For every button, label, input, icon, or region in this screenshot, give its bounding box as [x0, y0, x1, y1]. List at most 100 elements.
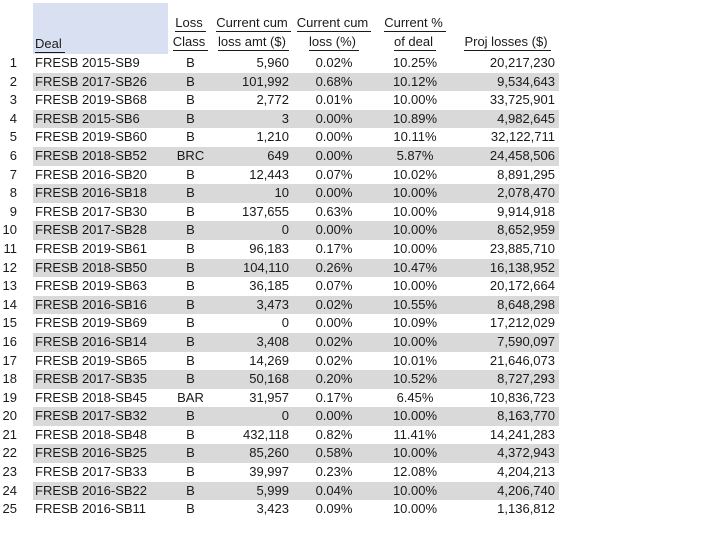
cell-pct-of-deal[interactable]: 10.00%	[374, 407, 456, 426]
cell-proj-losses[interactable]: 24,458,506	[456, 146, 559, 166]
cell-loss-class[interactable]: B	[186, 166, 195, 182]
cell-cum-loss-amt[interactable]: 85,260	[213, 444, 294, 464]
cell-cum-loss-amt[interactable]: 0	[213, 407, 294, 426]
cum-loss-amt-header-cell[interactable]: Current cum loss amt ($)	[213, 3, 294, 54]
cell-deal[interactable]: FRESB 2016-SB22	[33, 481, 168, 501]
deal-header-cell[interactable]: Deal	[33, 3, 168, 54]
cell-deal[interactable]: FRESB 2017-SB35	[33, 370, 168, 389]
cell-deal[interactable]: FRESB 2016-SB20	[35, 166, 148, 182]
cell-pct-of-deal[interactable]: 10.00%	[392, 203, 438, 219]
cell-cum-loss-pct[interactable]: 0.26%	[294, 258, 374, 278]
cell-pct-of-deal[interactable]: 10.47%	[374, 258, 456, 278]
cell-row-number[interactable]: 18	[2, 371, 17, 387]
cell-cum-loss-amt[interactable]: 5,999	[213, 481, 294, 501]
cell-proj-losses[interactable]: 17,212,029	[489, 315, 555, 331]
cell-proj-losses[interactable]: 4,982,645	[456, 109, 559, 129]
cell-pct-of-deal[interactable]: 10.00%	[374, 332, 456, 352]
cell-loss-class[interactable]: BRC	[168, 146, 213, 166]
cell-loss-class[interactable]: B	[186, 240, 195, 256]
cell-cum-loss-amt[interactable]: 104,110	[213, 258, 294, 278]
cell-row-number[interactable]: 2	[9, 73, 17, 89]
cell-deal[interactable]: FRESB 2017-SB32	[33, 407, 168, 426]
cell-cum-loss-pct[interactable]: 0.02%	[315, 352, 353, 368]
cell-cum-loss-pct[interactable]: 0.00%	[294, 184, 374, 203]
cell-pct-of-deal[interactable]: 12.08%	[392, 464, 438, 480]
cell-row-number[interactable]: 5	[9, 129, 17, 145]
cell-cum-loss-pct[interactable]: 0.02%	[294, 332, 374, 352]
cell-loss-class[interactable]: B	[168, 481, 213, 501]
cell-cum-loss-pct[interactable]: 0.00%	[294, 221, 374, 240]
cell-pct-of-deal[interactable]: 10.00%	[374, 481, 456, 501]
cell-pct-of-deal[interactable]: 10.25%	[392, 55, 438, 70]
cell-row-number[interactable]: 23	[2, 464, 17, 480]
cell-loss-class[interactable]: B	[186, 203, 195, 219]
cell-proj-losses[interactable]: 8,652,959	[456, 221, 559, 240]
cell-loss-class[interactable]: B	[168, 258, 213, 278]
cell-proj-losses[interactable]: 7,590,097	[456, 332, 559, 352]
cell-row-number[interactable]: 9	[9, 203, 17, 219]
row-number-header-cell[interactable]	[0, 3, 33, 54]
cell-cum-loss-amt[interactable]: 14,269	[249, 352, 289, 368]
cell-cum-loss-amt[interactable]: 50,168	[213, 370, 294, 389]
cell-cum-loss-pct[interactable]: 0.02%	[294, 295, 374, 315]
cell-cum-loss-pct[interactable]: 0.20%	[294, 370, 374, 389]
cell-cum-loss-pct[interactable]: 0.00%	[294, 407, 374, 426]
cell-cum-loss-amt[interactable]: 101,992	[213, 72, 294, 92]
cell-pct-of-deal[interactable]: 10.00%	[374, 184, 456, 203]
cum-loss-pct-header-cell[interactable]: Current cum loss (%)	[294, 3, 374, 54]
cell-deal[interactable]: FRESB 2015-SB9	[35, 55, 140, 70]
cell-loss-class[interactable]: B	[168, 184, 213, 203]
cell-cum-loss-amt[interactable]: 5,960	[256, 55, 289, 70]
cell-proj-losses[interactable]: 4,206,740	[456, 481, 559, 501]
cell-deal[interactable]: FRESB 2017-SB28	[33, 221, 168, 240]
cell-deal[interactable]: FRESB 2019-SB68	[35, 92, 148, 108]
cell-loss-class[interactable]: B	[186, 501, 195, 517]
cell-proj-losses[interactable]: 23,885,710	[489, 240, 555, 256]
cell-proj-losses[interactable]: 20,172,664	[489, 278, 555, 294]
cell-row-number[interactable]: 6	[9, 147, 17, 163]
cell-pct-of-deal[interactable]: 10.00%	[392, 92, 438, 108]
cell-cum-loss-pct[interactable]: 0.07%	[315, 166, 353, 182]
cell-proj-losses[interactable]: 9,534,643	[456, 72, 559, 92]
loss-class-header-cell[interactable]: Loss Class	[168, 3, 213, 54]
cell-cum-loss-amt[interactable]: 10	[213, 184, 294, 203]
cell-pct-of-deal[interactable]: 6.45%	[396, 389, 434, 405]
cell-deal[interactable]: FRESB 2016-SB11	[35, 501, 147, 517]
cell-deal[interactable]: FRESB 2019-SB63	[35, 278, 148, 294]
cell-cum-loss-pct[interactable]: 0.00%	[315, 129, 353, 145]
cell-proj-losses[interactable]: 32,122,711	[490, 129, 555, 145]
cell-deal[interactable]: FRESB 2019-SB60	[35, 129, 148, 145]
cell-loss-class[interactable]: B	[186, 352, 195, 368]
cell-pct-of-deal[interactable]: 10.55%	[374, 295, 456, 315]
cell-proj-losses[interactable]: 14,241,283	[489, 426, 555, 442]
cell-proj-losses[interactable]: 10,836,723	[489, 389, 555, 405]
cell-loss-class[interactable]: B	[168, 295, 213, 315]
cell-row-number[interactable]: 12	[2, 259, 17, 275]
cell-loss-class[interactable]: B	[168, 444, 213, 464]
cell-cum-loss-amt[interactable]: 3,423	[256, 501, 289, 517]
cell-row-number[interactable]: 11	[3, 240, 18, 256]
cell-row-number[interactable]: 3	[9, 92, 17, 108]
cell-row-number[interactable]: 19	[2, 389, 17, 405]
cell-cum-loss-amt[interactable]: 3,473	[213, 295, 294, 315]
cell-pct-of-deal[interactable]: 10.00%	[392, 501, 438, 517]
cell-cum-loss-pct[interactable]: 0.02%	[315, 55, 353, 70]
cell-pct-of-deal[interactable]: 10.09%	[392, 315, 438, 331]
cell-proj-losses[interactable]: 8,727,293	[456, 370, 559, 389]
cell-deal[interactable]: FRESB 2018-SB52	[33, 146, 168, 166]
cell-deal[interactable]: FRESB 2016-SB14	[33, 332, 168, 352]
cell-pct-of-deal[interactable]: 10.89%	[374, 109, 456, 129]
cell-proj-losses[interactable]: 4,204,213	[497, 464, 555, 480]
cell-pct-of-deal[interactable]: 10.11%	[393, 129, 437, 145]
cell-row-number[interactable]: 20	[2, 408, 17, 424]
cell-pct-of-deal[interactable]: 10.12%	[374, 72, 456, 92]
cell-loss-class[interactable]: B	[186, 464, 195, 480]
cell-cum-loss-amt[interactable]: 0	[213, 221, 294, 240]
cell-deal[interactable]: FRESB 2016-SB25	[33, 444, 168, 464]
cell-cum-loss-amt[interactable]: 3,408	[213, 332, 294, 352]
cell-loss-class[interactable]: B	[168, 109, 213, 129]
cell-loss-class[interactable]: B	[186, 92, 195, 108]
cell-pct-of-deal[interactable]: 10.01%	[392, 352, 438, 368]
cell-pct-of-deal[interactable]: 10.02%	[392, 166, 438, 182]
cell-pct-of-deal[interactable]: 10.00%	[374, 221, 456, 240]
